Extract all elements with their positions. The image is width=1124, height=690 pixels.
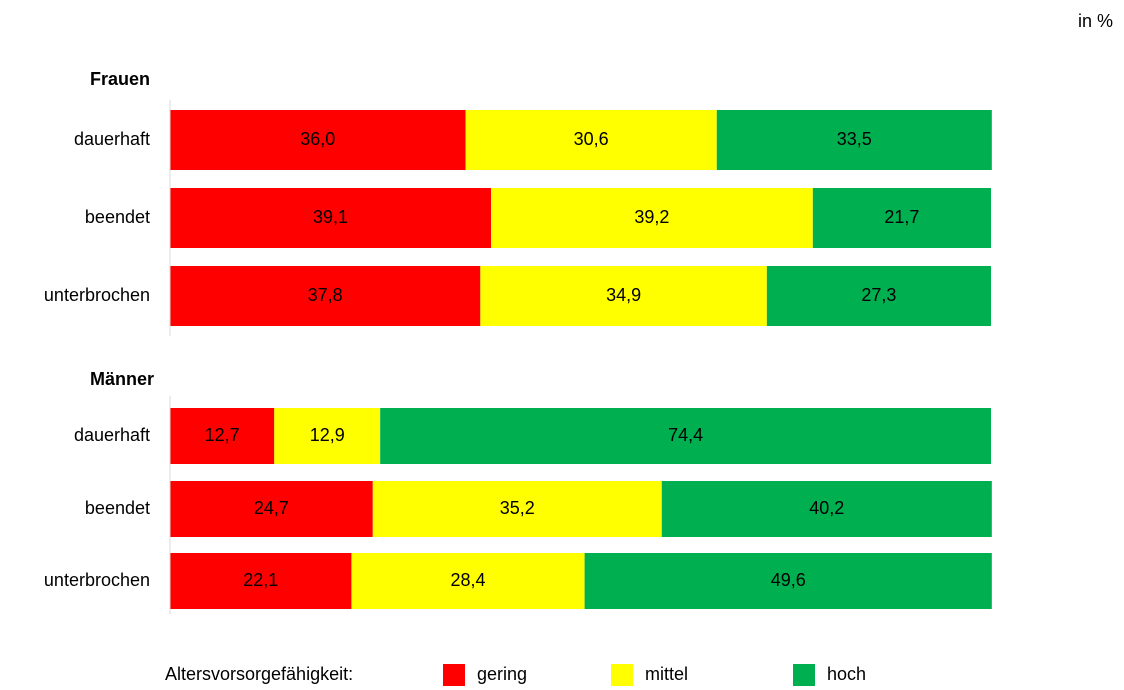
bar-segment	[170, 266, 481, 326]
bar-segment	[372, 481, 662, 537]
category-label: dauerhaft	[74, 425, 150, 445]
data-label: 35,2	[500, 498, 535, 518]
bar-segment	[170, 188, 492, 248]
bar-segment	[170, 110, 466, 170]
category-label: unterbrochen	[44, 285, 150, 305]
category-label: unterbrochen	[44, 570, 150, 590]
data-label: 22,1	[243, 570, 278, 590]
data-label: 34,9	[606, 285, 641, 305]
category-label: beendet	[85, 207, 150, 227]
bar-segment	[274, 408, 381, 464]
data-label: 21,7	[884, 207, 919, 227]
group-title: Männer	[90, 369, 154, 389]
category-label: beendet	[85, 498, 150, 518]
legend-title: Altersvorsorgefähigkeit:	[165, 664, 353, 684]
bar-segment	[351, 553, 585, 609]
data-label: 74,4	[668, 425, 703, 445]
data-label: 49,6	[771, 570, 806, 590]
data-label: 27,3	[861, 285, 896, 305]
bar-segment	[584, 553, 992, 609]
legend-swatch	[443, 664, 465, 686]
legend-label: hoch	[827, 664, 866, 684]
data-label: 37,8	[308, 285, 343, 305]
data-label: 33,5	[837, 129, 872, 149]
data-label: 12,7	[205, 425, 240, 445]
group-title: Frauen	[90, 69, 150, 89]
bar-segment	[170, 481, 373, 537]
bar-segment	[170, 553, 352, 609]
bar-segment	[480, 266, 767, 326]
bar-segment	[812, 188, 991, 248]
data-label: 36,0	[300, 129, 335, 149]
data-label: 39,2	[634, 207, 669, 227]
bar-segment	[170, 408, 275, 464]
unit-label: in %	[1078, 11, 1113, 31]
category-label: dauerhaft	[74, 129, 150, 149]
data-label: 40,2	[809, 498, 844, 518]
data-label: 24,7	[254, 498, 289, 518]
legend-swatch	[793, 664, 815, 686]
bar-segment	[380, 408, 991, 464]
legend-label: mittel	[645, 664, 688, 684]
bar-segment	[766, 266, 991, 326]
legend-swatch	[611, 664, 633, 686]
legend-label: gering	[477, 664, 527, 684]
bar-segment	[661, 481, 992, 537]
bar-segment	[465, 110, 717, 170]
bar-segment	[716, 110, 992, 170]
data-label: 30,6	[574, 129, 609, 149]
data-label: 12,9	[310, 425, 345, 445]
bar-segment	[491, 188, 813, 248]
data-label: 39,1	[313, 207, 348, 227]
data-label: 28,4	[450, 570, 485, 590]
